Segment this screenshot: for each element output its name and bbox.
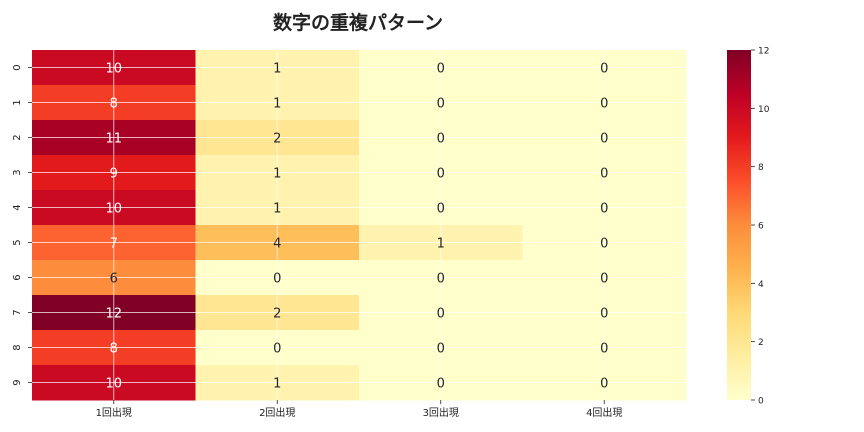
y-tick-label: 8	[12, 344, 23, 350]
cell-value-label: 0	[437, 97, 445, 112]
x-tick-label: 1回出現	[96, 406, 132, 419]
colorbar-tick-label: 2	[758, 338, 764, 348]
y-tick-label: 9	[12, 379, 23, 385]
colorbar	[727, 50, 751, 400]
cell-value-label: 2	[273, 307, 281, 322]
cell-value-label: 1	[273, 62, 281, 77]
cell-value-label: 0	[437, 132, 445, 147]
cell-value-label: 0	[437, 307, 445, 322]
cell-value-label: 10	[105, 202, 122, 217]
y-tick-label: 7	[12, 309, 23, 315]
y-tick-label: 1	[12, 99, 23, 105]
cell-value-label: 0	[600, 272, 608, 287]
colorbar-tick-label: 8	[758, 163, 764, 173]
cell-value-label: 8	[110, 342, 118, 357]
colorbar-tick-label: 0	[758, 397, 764, 407]
cell-value-label: 0	[437, 62, 445, 77]
y-tick-label: 6	[12, 274, 23, 280]
cell-value-label: 0	[600, 167, 608, 182]
cell-value-label: 6	[110, 272, 118, 287]
colorbar-ticks: 0 2 4 6 8 10 12	[751, 47, 770, 407]
cell-value-label: 8	[110, 97, 118, 112]
cell-value-label: 9	[110, 167, 118, 182]
cell-value-label: 12	[105, 307, 122, 322]
cell-value-label: 0	[600, 62, 608, 77]
cell-value-label: 7	[110, 237, 118, 252]
x-tick-label: 2回出現	[259, 406, 295, 419]
y-tick-label: 0	[12, 64, 23, 70]
colorbar-tick-label: 12	[758, 47, 769, 57]
y-tick-label: 2	[12, 134, 23, 140]
cell-value-label: 0	[600, 97, 608, 112]
cell-value-label: 1	[273, 377, 281, 392]
cell-value-label: 0	[600, 342, 608, 357]
grid-lines	[32, 50, 686, 400]
cell-value-label: 11	[105, 132, 122, 147]
cell-value-label: 4	[273, 237, 281, 252]
y-tick-label: 5	[12, 239, 23, 245]
cell-value-label: 1	[273, 202, 281, 217]
cell-value-label: 0	[273, 272, 281, 287]
cell-value-label: 0	[437, 377, 445, 392]
cell-value-label: 0	[437, 272, 445, 287]
cell-value-label: 0	[600, 377, 608, 392]
y-tick-label: 4	[12, 204, 23, 210]
cell-value-label: 0	[273, 342, 281, 357]
colorbar-tick-label: 4	[758, 280, 764, 290]
cell-value-label: 0	[600, 237, 608, 252]
cell-value-label: 0	[600, 307, 608, 322]
y-axis-ticks: 0 1 2 3 4 5 6 7 8 9	[12, 64, 32, 386]
x-tick-label: 4回出現	[586, 406, 622, 419]
x-tick-label: 3回出現	[423, 406, 459, 419]
colorbar-tick-label: 10	[758, 105, 770, 115]
y-tick-label: 3	[12, 169, 23, 175]
cell-value-label: 0	[437, 342, 445, 357]
cell-value-label: 10	[105, 377, 122, 392]
cell-value-label: 1	[273, 97, 281, 112]
cell-value-label: 0	[600, 202, 608, 217]
cell-value-label: 0	[600, 132, 608, 147]
cell-value-label: 10	[105, 62, 122, 77]
cell-value-label: 2	[273, 132, 281, 147]
chart-title: 数字の重複パターン	[273, 11, 443, 34]
cell-value-label: 1	[273, 167, 281, 182]
cell-annotations: 10 1 0 08 1 0 011 2 0 09 1 0 010 1 0 07 4 1 06 0 0 012 2 0 08 0 0 0…	[105, 62, 608, 392]
cell-value-label: 0	[437, 167, 445, 182]
cell-value-label: 0	[437, 202, 445, 217]
cell-value-label: 1	[437, 237, 445, 252]
x-axis-ticks: 1回出現 2回出現 3回出現 4回出現	[96, 400, 622, 419]
colorbar-tick-label: 6	[758, 222, 764, 232]
